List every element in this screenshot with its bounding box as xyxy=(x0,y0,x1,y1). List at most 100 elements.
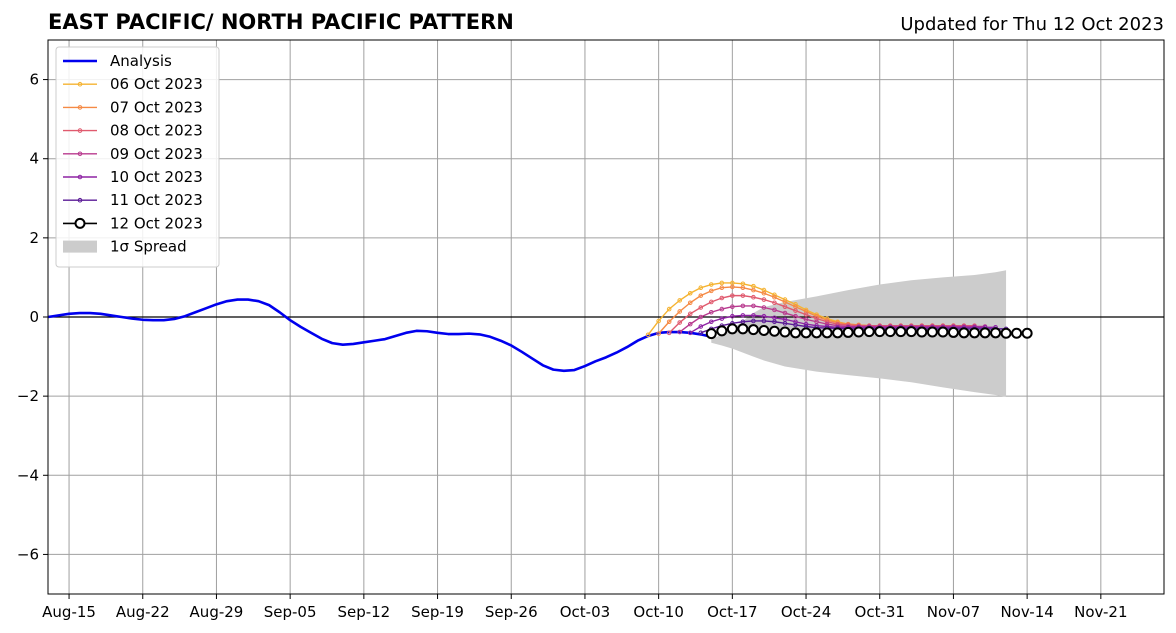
legend-item: 11 Oct 2023 xyxy=(63,191,203,209)
legend-item: 06 Oct 2023 xyxy=(63,75,203,93)
forecast-point xyxy=(708,309,714,315)
forecast-point xyxy=(782,304,788,310)
forecast-point xyxy=(677,320,682,325)
analysis-line xyxy=(47,298,712,373)
x-axis: Aug-15 Aug-22 Aug-29 Sep-05 Sep-12 Sep-19 Sep-… xyxy=(42,594,1128,621)
forecast-point xyxy=(730,293,735,298)
forecast-point xyxy=(782,310,788,316)
forecast-point xyxy=(751,313,756,318)
x-tick-label: Nov-14 xyxy=(1000,603,1053,621)
forecast-point xyxy=(677,329,682,335)
forecast-point xyxy=(782,299,788,305)
analysis-layer xyxy=(47,298,712,373)
forecast-point xyxy=(895,326,907,338)
x-tick-label: Oct-03 xyxy=(560,603,610,621)
forecast-point xyxy=(790,327,802,339)
legend-label: 11 Oct 2023 xyxy=(110,191,203,209)
forecast-point xyxy=(687,300,693,306)
forecast-point xyxy=(874,326,886,338)
legend-marker xyxy=(77,197,83,203)
forecast-point xyxy=(958,327,970,339)
forecast-point xyxy=(677,309,682,314)
forecast-point xyxy=(811,327,823,339)
legend-label: 09 Oct 2023 xyxy=(110,145,203,163)
forecast-series-7 xyxy=(705,323,1033,340)
forecast-point xyxy=(730,284,735,290)
forecast-point xyxy=(698,305,704,310)
x-tick-label: Aug-15 xyxy=(42,603,96,621)
forecast-point xyxy=(916,326,928,338)
forecast-point xyxy=(1011,327,1023,339)
forecast-point xyxy=(730,313,735,319)
forecast-point xyxy=(719,285,725,291)
forecast-point xyxy=(698,293,704,298)
forecast-point xyxy=(832,327,844,339)
forecast-point xyxy=(687,321,693,327)
x-tick-label: Oct-24 xyxy=(781,603,831,621)
forecast-point xyxy=(772,307,777,313)
legend-item: 08 Oct 2023 xyxy=(63,122,203,140)
legend-label: 07 Oct 2023 xyxy=(110,98,203,116)
forecast-point xyxy=(1000,327,1012,339)
forecast-point xyxy=(708,319,714,325)
legend-item: 1σ Spread xyxy=(63,238,187,256)
x-tick-label: Oct-10 xyxy=(633,603,683,621)
forecast-point xyxy=(726,323,738,335)
legend-item: 12 Oct 2023 xyxy=(63,214,203,232)
forecast-point xyxy=(708,288,714,294)
forecast-point xyxy=(708,299,714,305)
forecast-point xyxy=(716,325,728,337)
legend-item: 09 Oct 2023 xyxy=(63,145,203,163)
forecast-point xyxy=(645,332,651,338)
forecast-point xyxy=(793,322,798,328)
forecast-point xyxy=(740,303,746,309)
forecast-point xyxy=(687,311,693,317)
forecast-point xyxy=(884,326,896,338)
forecast-point xyxy=(842,326,854,338)
x-tick-label: Aug-29 xyxy=(190,603,244,621)
forecast-point xyxy=(937,326,949,338)
legend-marker xyxy=(77,128,83,133)
forecast-point xyxy=(740,313,746,318)
forecast-point xyxy=(747,324,759,336)
y-tick-label: −4 xyxy=(17,466,39,484)
forecast-point xyxy=(751,294,756,300)
legend-label: 12 Oct 2023 xyxy=(110,214,203,232)
legend-box xyxy=(55,46,220,268)
forecast-point xyxy=(698,324,704,329)
forecast-point xyxy=(698,314,704,320)
forecast-point xyxy=(740,285,746,291)
y-tick-label: 4 xyxy=(29,150,39,168)
x-tick-label: Oct-17 xyxy=(707,603,757,621)
forecast-point xyxy=(698,285,704,291)
forecast-point xyxy=(782,321,788,326)
legend-marker xyxy=(77,105,83,110)
legend-label: 06 Oct 2023 xyxy=(110,75,203,93)
forecast-point xyxy=(751,318,756,324)
forecast-point xyxy=(705,328,717,340)
forecast-point xyxy=(779,326,791,338)
forecast-point xyxy=(751,303,756,309)
legend-swatch xyxy=(63,240,97,253)
legend-label: 1σ Spread xyxy=(110,238,187,256)
forecast-point xyxy=(730,304,735,310)
x-tick-label: Aug-22 xyxy=(116,603,170,621)
legend-label: 08 Oct 2023 xyxy=(110,122,203,140)
forecast-point xyxy=(793,308,798,313)
forecast-point xyxy=(708,282,714,287)
forecast-point xyxy=(758,324,770,336)
forecast-point xyxy=(666,319,672,325)
legend-marker xyxy=(77,151,83,157)
forecast-point xyxy=(719,316,725,321)
forecast-point xyxy=(926,326,938,338)
forecast-point xyxy=(793,313,798,319)
forecast-point xyxy=(761,313,767,319)
forecast-point xyxy=(853,326,865,338)
forecast-point xyxy=(666,330,672,336)
forecast-point xyxy=(656,331,661,336)
forecast-point xyxy=(761,318,767,324)
forecast-point xyxy=(719,280,725,286)
forecast-point xyxy=(1021,327,1033,339)
forecast-layer xyxy=(645,280,1033,340)
forecast-point xyxy=(768,325,780,337)
